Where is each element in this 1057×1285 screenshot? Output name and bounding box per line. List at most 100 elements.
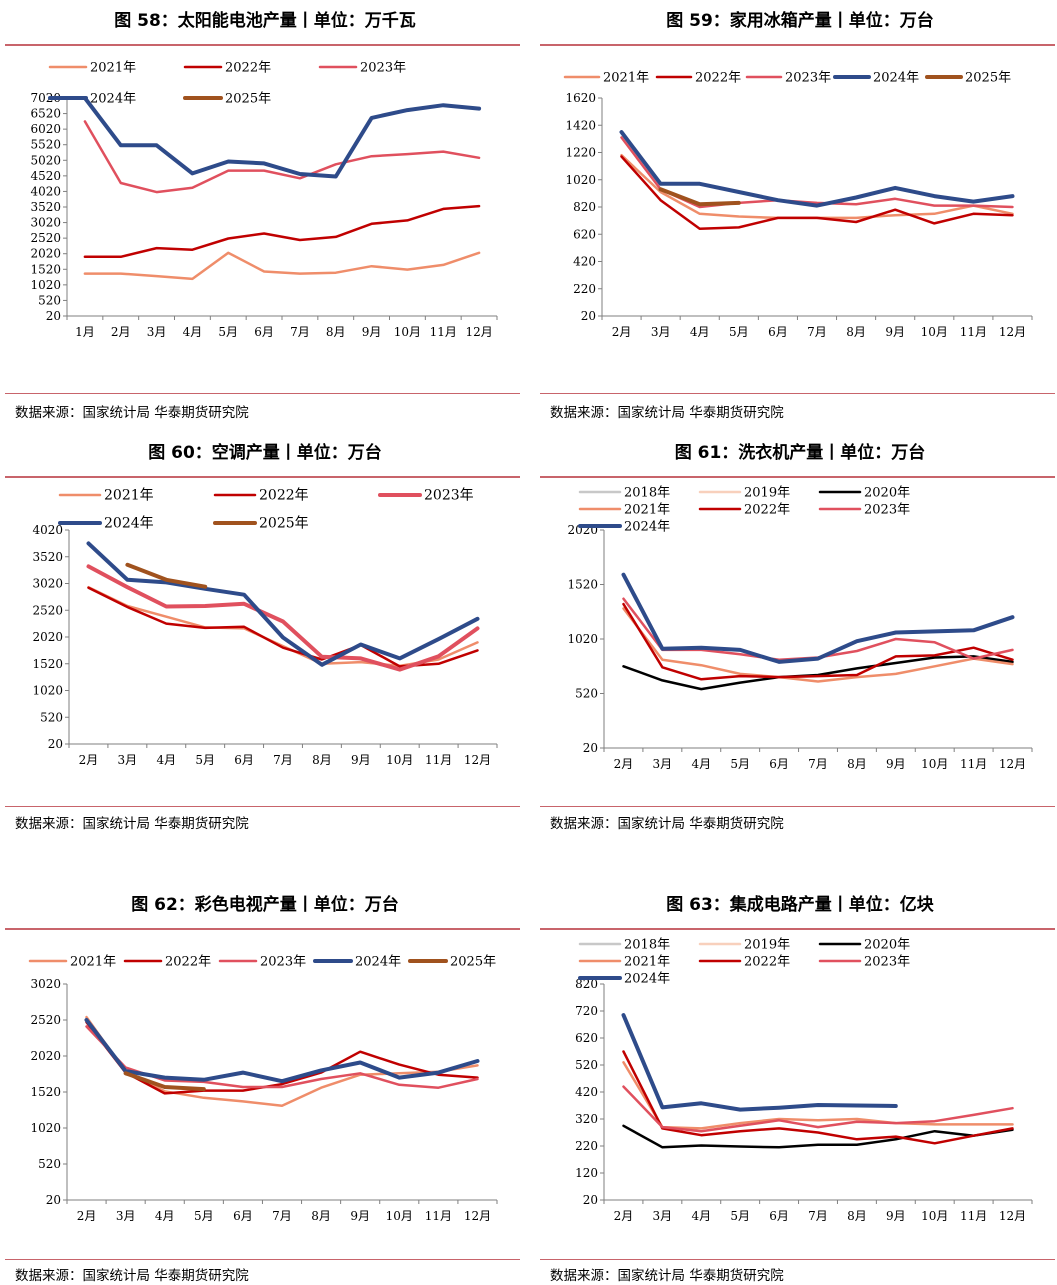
tv-chart: 20 520 1020 1520 2020 2520 3020 2月 3月 4月 5月 6月 7月 8月 9… [28, 955, 498, 1223]
x-tick-label: 2月 [614, 757, 634, 771]
legend-label: 2024年 [355, 955, 401, 970]
y-tick-label: 6020 [30, 122, 61, 136]
x-tick-label: 11月 [425, 1209, 452, 1223]
legend-label: 2021年 [70, 955, 116, 970]
y-tick-label: 4020 [30, 184, 61, 198]
series-line-2023年 [86, 564, 480, 672]
x-tick-label: 10月 [386, 753, 413, 767]
y-tick-label: 220 [575, 1139, 598, 1153]
x-tick-label: 12月 [464, 753, 491, 767]
x-tick-label: 5月 [195, 753, 215, 767]
series-line-2021年 [622, 1061, 1014, 1130]
y-tick-label: 1020 [567, 632, 598, 646]
x-tick-label: 5月 [730, 1209, 750, 1223]
legend-label: 2025年 [259, 516, 309, 532]
x-tick-label: 10月 [394, 325, 421, 339]
series-line-2022年 [622, 1050, 1014, 1145]
y-tick-label: 820 [575, 977, 598, 991]
title-rule [540, 476, 1055, 478]
x-tick-label: 3月 [653, 757, 673, 771]
series-line-2024年 [621, 1013, 898, 1112]
y-tick-label: 520 [575, 1058, 598, 1072]
x-tick-label: 3月 [653, 1209, 673, 1223]
x-tick-label: 12月 [465, 325, 492, 339]
legend-label: 2020年 [864, 486, 910, 501]
legend-label: 2023年 [260, 955, 306, 970]
x-tick-label: 10月 [921, 325, 948, 339]
x-tick-label: 9月 [350, 1209, 370, 1223]
legend-label: 2023年 [424, 488, 474, 504]
y-tick-label: 3020 [30, 977, 61, 991]
x-tick-label: 2月 [614, 1209, 634, 1223]
y-tick-label: 1020 [30, 1121, 61, 1135]
y-tick-label: 2520 [32, 603, 63, 617]
y-tick-label: 520 [38, 293, 61, 307]
legend-label: 2024年 [104, 516, 154, 532]
x-tick-label: 6月 [254, 325, 274, 339]
series-line-2024年 [69, 96, 482, 179]
series-line-2022年 [622, 602, 1014, 681]
chart-title: 图 59：家用冰箱产量丨单位：万台 [666, 11, 934, 31]
x-tick-label: 5月 [218, 325, 238, 339]
x-tick-label: 8月 [326, 325, 346, 339]
x-tick-label: 9月 [362, 325, 382, 339]
legend-label: 2023年 [864, 955, 910, 970]
y-tick-label: 520 [38, 1157, 61, 1171]
y-tick-label: 3520 [30, 200, 61, 214]
x-tick-label: 6月 [769, 757, 789, 771]
ic-chart: 20 120 220 320 420 520 620 720 820 2月 3月 4月 5月 6月 7月 8月… [575, 938, 1033, 1223]
y-tick-label: 1520 [32, 657, 63, 671]
chart-title: 图 58：太阳能电池产量丨单位：万千瓦 [114, 11, 416, 31]
x-tick-label: 11月 [960, 325, 987, 339]
legend-label: 2022年 [259, 488, 309, 504]
y-tick-label: 620 [573, 227, 596, 241]
x-tick-label: 11月 [960, 1209, 987, 1223]
source-text: 数据来源：国家统计局 华泰期货研究院 [15, 816, 249, 832]
y-tick-label: 320 [575, 1112, 598, 1126]
legend-label: 2024年 [873, 71, 919, 86]
x-tick-label: 8月 [312, 753, 332, 767]
source-text: 数据来源：国家统计局 华泰期货研究院 [550, 405, 784, 421]
y-tick-label: 520 [575, 687, 598, 701]
x-tick-label: 7月 [807, 325, 827, 339]
x-tick-label: 7月 [808, 757, 828, 771]
y-tick-label: 720 [575, 1004, 598, 1018]
y-tick-label: 5020 [30, 153, 61, 167]
source-rule [540, 393, 1055, 394]
series-line-2021年 [620, 153, 1014, 220]
y-tick-label: 20 [48, 737, 63, 751]
legend-label: 2021年 [90, 61, 136, 76]
y-tick-label: 3520 [32, 550, 63, 564]
x-tick-label: 5月 [194, 1209, 214, 1223]
x-tick-label: 9月 [886, 757, 906, 771]
chart-title: 图 61：洗衣机产量丨单位：万台 [674, 443, 926, 463]
y-tick-label: 20 [583, 741, 598, 755]
y-tick-label: 420 [573, 255, 596, 269]
y-tick-label: 1420 [565, 118, 596, 132]
chart-title: 图 63：集成电路产量丨单位：亿块 [666, 895, 934, 915]
source-text: 数据来源：国家统计局 华泰期货研究院 [15, 1268, 249, 1284]
x-tick-label: 3月 [118, 753, 138, 767]
x-tick-label: 10月 [921, 757, 948, 771]
legend-label: 2022年 [225, 61, 271, 76]
series-line-2025年 [658, 187, 741, 207]
y-tick-label: 20 [46, 1193, 61, 1207]
x-tick-label: 8月 [846, 325, 866, 339]
series-line-2020年 [622, 1124, 1014, 1149]
y-tick-label: 2020 [30, 1049, 61, 1063]
x-tick-label: 12月 [999, 325, 1026, 339]
source-text: 数据来源：国家统计局 华泰期货研究院 [550, 1268, 784, 1284]
x-tick-label: 12月 [999, 1209, 1026, 1223]
legend-label: 2018年 [624, 938, 670, 953]
series-line-2025年 [125, 562, 208, 589]
legend-label: 2018年 [624, 486, 670, 501]
x-tick-label: 9月 [885, 325, 905, 339]
title-rule [540, 44, 1055, 46]
y-tick-label: 20 [46, 309, 61, 323]
x-tick-label: 4月 [690, 325, 710, 339]
series-line-2021年 [622, 607, 1014, 683]
source-rule [540, 806, 1055, 807]
x-tick-label: 6月 [233, 1209, 253, 1223]
